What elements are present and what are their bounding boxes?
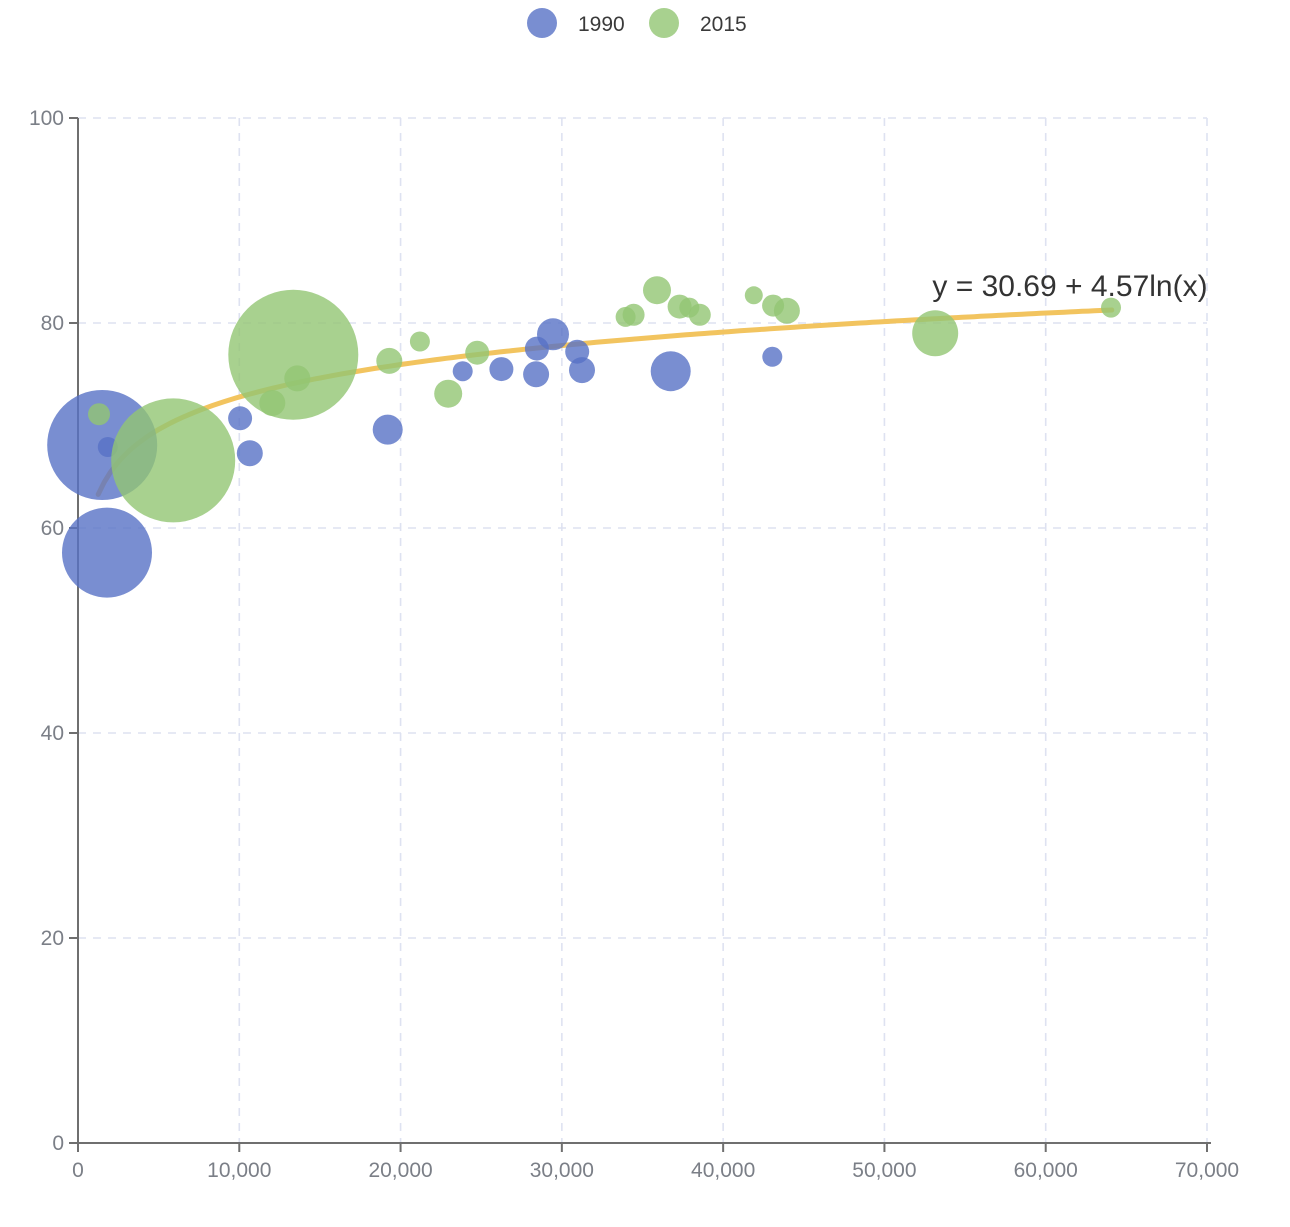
y-tick-label: 100 <box>29 107 64 130</box>
x-tick-label: 70,000 <box>1175 1159 1239 1182</box>
bubble-1990[interactable] <box>537 318 569 351</box>
bubble-2015[interactable] <box>259 390 286 416</box>
x-tick-label: 20,000 <box>368 1159 432 1182</box>
y-tick-label: 20 <box>41 927 64 950</box>
bubbles <box>47 276 1121 598</box>
bubble-1990[interactable] <box>650 351 691 392</box>
x-tick-label: 50,000 <box>852 1159 916 1182</box>
y-tick-label: 80 <box>41 312 64 335</box>
bubble-1990[interactable] <box>489 357 514 382</box>
bubble-2015[interactable] <box>284 365 311 392</box>
y-tick-label: 60 <box>41 517 64 540</box>
bubble-2015[interactable] <box>643 276 671 305</box>
legend: 1990 2015 <box>527 8 747 38</box>
x-tick-label: 40,000 <box>691 1159 755 1182</box>
y-tick-label: 40 <box>41 722 64 745</box>
legend-label-2015[interactable]: 2015 <box>700 13 747 36</box>
bubble-1990[interactable] <box>62 507 152 598</box>
bubble-2015[interactable] <box>688 303 711 326</box>
legend-swatch-2015[interactable] <box>649 8 679 38</box>
bubble-1990[interactable] <box>569 357 595 384</box>
bubble-2015[interactable] <box>622 303 645 326</box>
legend-label-1990[interactable]: 1990 <box>578 13 625 36</box>
bubble-2015[interactable] <box>409 331 430 352</box>
bubble-2015[interactable] <box>111 398 236 523</box>
bubble-2015[interactable] <box>228 289 359 420</box>
legend-swatch-1990[interactable] <box>527 8 557 38</box>
x-tick-label: 30,000 <box>530 1159 594 1182</box>
bubble-2015[interactable] <box>88 403 110 426</box>
y-tick-label: 0 <box>52 1132 64 1155</box>
bubble-1990[interactable] <box>523 361 550 388</box>
x-tick-label: 60,000 <box>1014 1159 1078 1182</box>
bubble-1990[interactable] <box>762 346 783 367</box>
bubble-1990[interactable] <box>372 414 403 445</box>
bubble-2015[interactable] <box>912 310 959 357</box>
bubble-2015[interactable] <box>376 347 403 374</box>
tick-labels: 0 10,000 20,000 30,000 40,000 50,000 60,000 70,… <box>29 107 1239 1182</box>
bubble-1990[interactable] <box>452 361 473 382</box>
bubble-2015[interactable] <box>773 297 800 324</box>
x-tick-label: 0 <box>72 1159 84 1182</box>
bubble-1990[interactable] <box>228 406 253 431</box>
gridlines <box>78 117 1208 1143</box>
x-tick-label: 10,000 <box>207 1159 271 1182</box>
trendline-equation: y = 30.69 + 4.57ln(x) <box>932 270 1207 303</box>
bubble-2015[interactable] <box>1101 297 1121 318</box>
bubble-2015[interactable] <box>434 379 463 408</box>
axes <box>69 117 1211 1152</box>
bubble-1990[interactable] <box>236 440 263 467</box>
bubble-2015[interactable] <box>744 286 763 305</box>
bubble-2015[interactable] <box>465 340 490 365</box>
